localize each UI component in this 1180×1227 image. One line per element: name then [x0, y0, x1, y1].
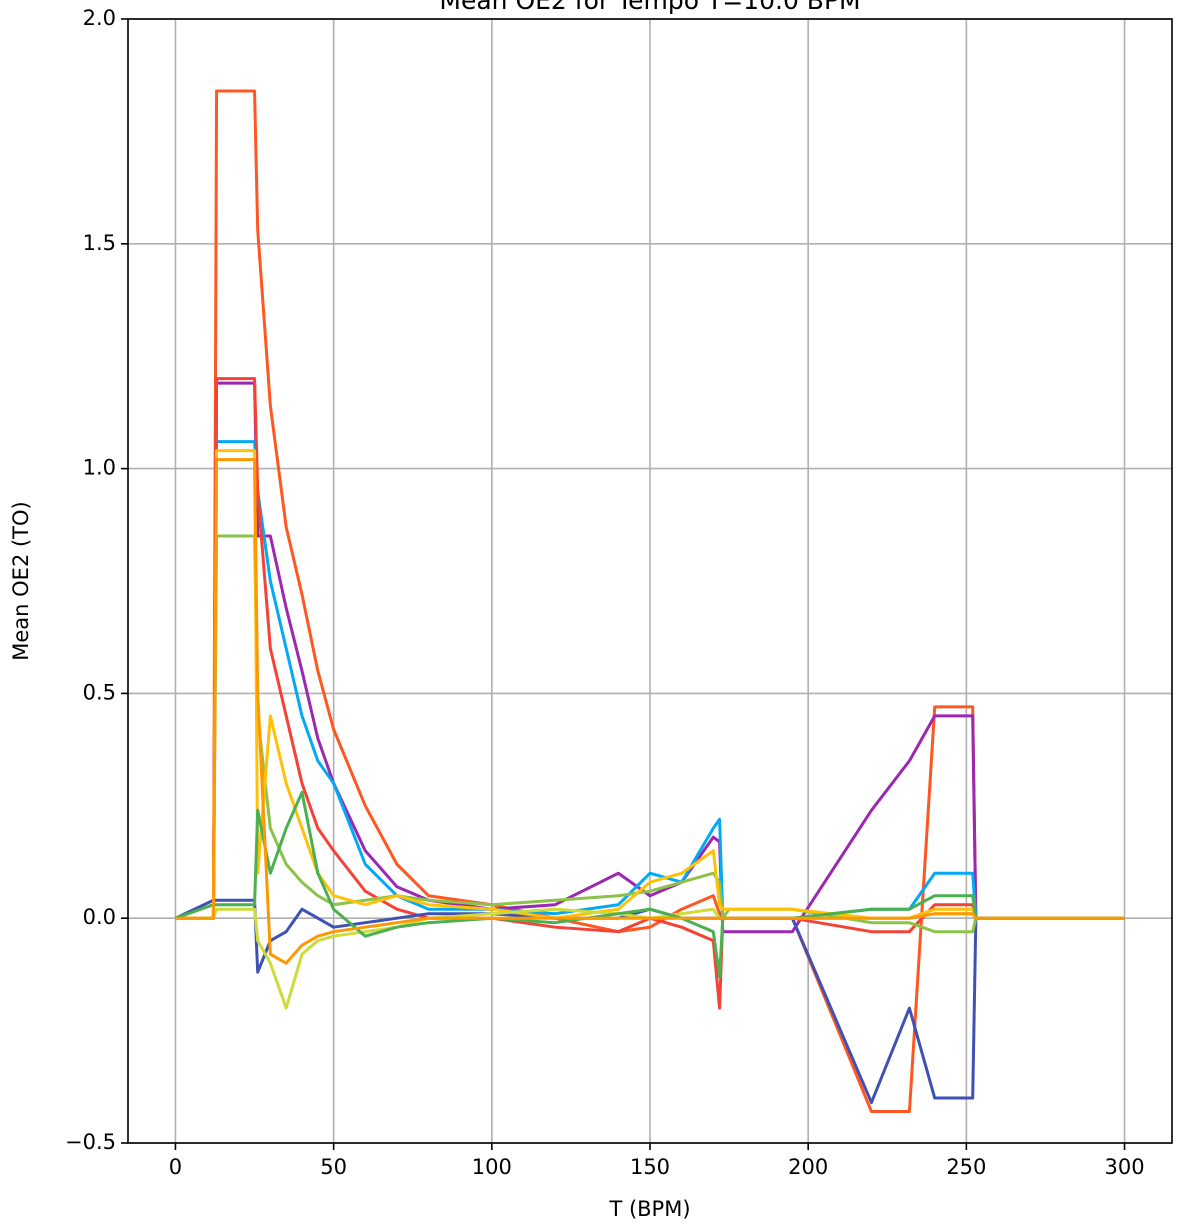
plot-frame: [127, 18, 1173, 1144]
x-tick-label: 200: [788, 1155, 828, 1179]
x-tick-label: 100: [472, 1155, 512, 1179]
data-line: [175, 458, 1125, 965]
x-tick-label: 50: [320, 1155, 347, 1179]
x-tick-label: 0: [169, 1155, 182, 1179]
x-axis-label: T (BPM): [608, 1197, 690, 1221]
y-tick-label: 0.5: [83, 680, 116, 704]
data-line: [175, 377, 1125, 1010]
x-tick-label: 150: [630, 1155, 670, 1179]
y-tick-label: −0.5: [65, 1130, 116, 1154]
y-tick-label: 1.5: [83, 231, 116, 255]
y-axis-label: Mean OE2 (TO): [9, 501, 33, 660]
data-line: [175, 381, 1125, 934]
y-tick-label: 1.0: [83, 456, 116, 480]
y-tick-label: 2.0: [83, 6, 116, 30]
x-tick-label: 300: [1104, 1155, 1144, 1179]
data-line: [175, 534, 1125, 934]
y-tick-label: 0.0: [83, 905, 116, 929]
chart-title: Mean OE2 for Tempo T=10.0 BPM: [439, 0, 860, 15]
x-tick-label: 250: [946, 1155, 986, 1179]
